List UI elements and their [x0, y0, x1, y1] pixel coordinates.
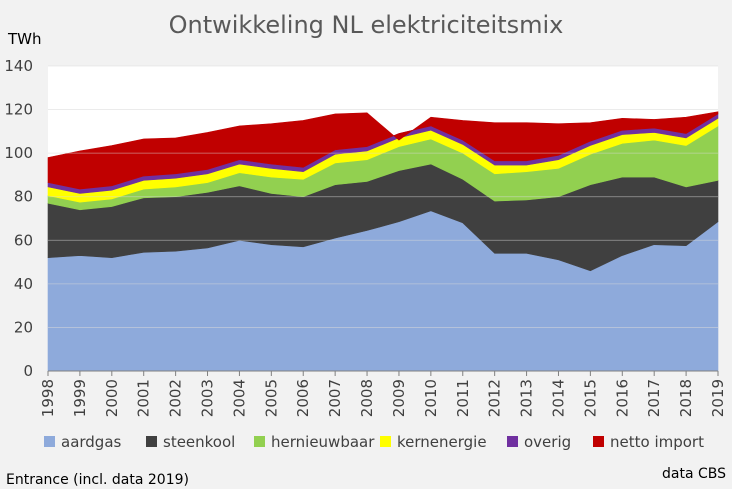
x-tick-label-1998: 1998: [39, 379, 57, 417]
x-tick-label-2000: 2000: [103, 379, 121, 417]
x-tick-label-2013: 2013: [518, 379, 536, 417]
y-tick-label-120: 120: [4, 101, 33, 119]
legend-swatch-steenkool: [146, 436, 157, 447]
x-tick-label-2006: 2006: [294, 379, 312, 417]
x-tick-label-2002: 2002: [167, 379, 185, 417]
legend-swatch-netto-import: [593, 436, 604, 447]
x-tick-label-2017: 2017: [645, 379, 663, 417]
legend-swatch-kernenergie: [380, 436, 391, 447]
y-tick-label-60: 60: [14, 231, 33, 249]
x-tick-label-2019: 2019: [709, 379, 727, 417]
x-tick-label-2007: 2007: [326, 379, 344, 417]
legend-label-kernenergie: kernenergie: [397, 433, 487, 451]
y-tick-label-100: 100: [4, 144, 33, 162]
area-series-netto-import: [47, 111, 719, 190]
x-tick-label-2015: 2015: [581, 379, 599, 417]
x-tick-label-2005: 2005: [262, 379, 280, 417]
legend-label-steenkool: steenkool: [163, 433, 235, 451]
x-tick-label-2004: 2004: [230, 379, 248, 417]
legend-label-netto-import: netto import: [610, 433, 704, 451]
y-tick-label-20: 20: [14, 318, 33, 336]
x-tick-label-2008: 2008: [358, 379, 376, 417]
x-tick-label-2010: 2010: [422, 379, 440, 417]
legend: aardgas steenkool hernieuwbaar kernenergie o…: [44, 433, 704, 451]
legend-swatch-aardgas: [44, 436, 55, 447]
y-tick-label-80: 80: [14, 188, 33, 206]
legend-label-aardgas: aardgas: [61, 433, 122, 451]
y-axis-unit-label: TWh: [7, 30, 42, 48]
x-tick-label-2014: 2014: [549, 379, 567, 417]
x-tick-label-2001: 2001: [135, 379, 153, 417]
legend-swatch-overig: [507, 436, 518, 447]
x-tick-label-2003: 2003: [199, 379, 217, 417]
legend-label-hernieuwbaar: hernieuwbaar: [271, 433, 375, 451]
footer-source-right: data CBS: [662, 466, 726, 482]
y-tick-label-140: 140: [4, 57, 33, 75]
y-tick-label-0: 0: [23, 362, 33, 380]
x-tick-label-2016: 2016: [613, 379, 631, 417]
y-tick-label-40: 40: [14, 275, 33, 293]
x-tick-label-2009: 2009: [390, 379, 408, 417]
chart-title: Ontwikkeling NL elektriciteitsmix: [169, 11, 564, 39]
x-tick-label-2011: 2011: [454, 379, 472, 417]
legend-label-overig: overig: [524, 433, 571, 451]
x-tick-label-1999: 1999: [71, 379, 89, 417]
x-tick-label-2012: 2012: [486, 379, 504, 417]
legend-swatch-hernieuwbaar: [254, 436, 265, 447]
footer-source-left: Entrance (incl. data 2019): [6, 472, 189, 488]
plot-area: 0 20 40 60 80 100 120 140 1998 1999 2000 2001 2002 20…: [4, 57, 727, 417]
x-tick-label-2018: 2018: [677, 379, 695, 417]
